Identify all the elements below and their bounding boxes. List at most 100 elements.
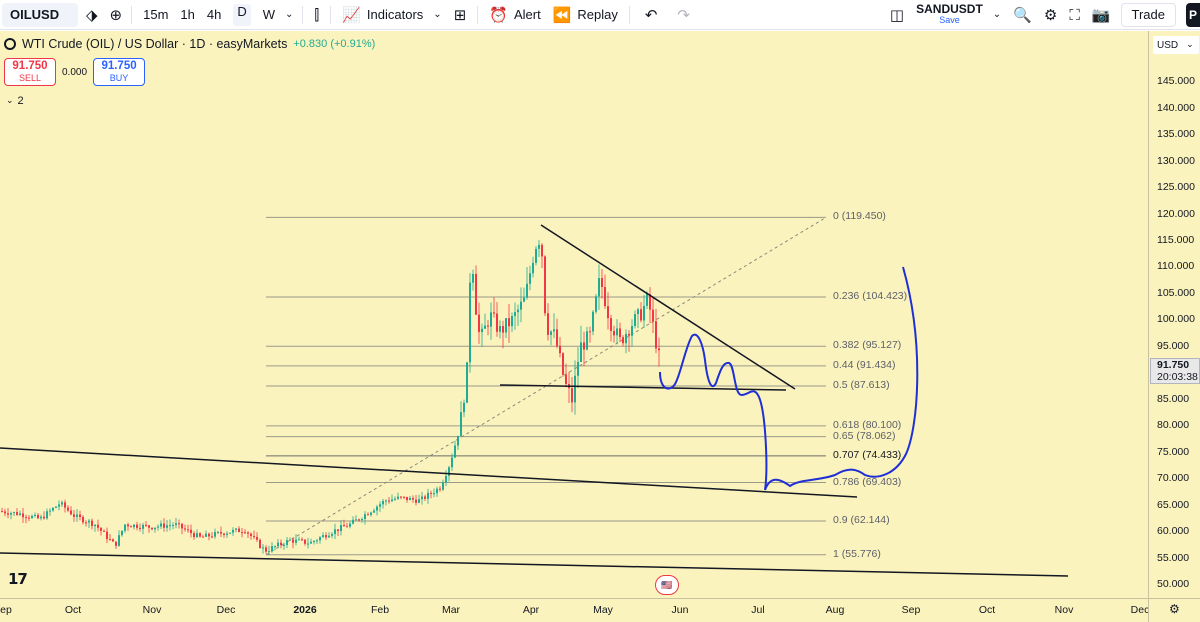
redo-icon: ↷ [677, 5, 690, 24]
price-tick-label: 135.000 [1157, 128, 1195, 141]
indicators-label: Indicators [366, 7, 424, 22]
time-tick-label: 2026 [293, 604, 317, 616]
spread-value: 0.000 [62, 66, 88, 78]
time-tick-label: Jul [751, 604, 765, 616]
timeframe-4h[interactable]: 4h [201, 0, 227, 30]
buy-label: BUY [109, 73, 129, 83]
time-tick-label: Aug [825, 604, 845, 616]
chart-pane[interactable]: 0 (119.450) 0.236 (104.423) 0.382 (95.127)… [0, 31, 1148, 598]
sell-button[interactable]: 91.750 SELL [4, 58, 56, 86]
redo-button[interactable]: ↷ [667, 0, 700, 30]
toolbar-divider [131, 5, 133, 24]
tradingview-logo[interactable]: 17 [8, 570, 28, 588]
chevron-down-icon: ⌄ [285, 9, 294, 20]
toolbar-divider [302, 5, 304, 24]
replay-label: Replay [577, 7, 618, 22]
publish-button[interactable]: P [1186, 2, 1200, 27]
replay-button[interactable]: ⏪ Replay [547, 0, 624, 30]
fullscreen-icon: ⛶ [1069, 5, 1080, 24]
axis-settings-button[interactable]: ⚙ [1148, 598, 1200, 622]
chevron-down-icon: ⌄ [6, 96, 14, 106]
timeframe-d[interactable]: D [227, 0, 256, 30]
symbol-search[interactable]: OILUSD [2, 2, 78, 27]
add-symbol-button[interactable]: ⊕ [106, 0, 127, 30]
time-tick-label: Apr [522, 604, 540, 616]
undo-icon: ↶ [644, 5, 658, 24]
time-tick-label: Feb [370, 604, 390, 616]
layouts-button[interactable]: ⊞ [448, 0, 473, 30]
time-tick-label: Nov [142, 604, 162, 616]
chart-type-button[interactable]: ⫿ [308, 0, 325, 30]
save-label: Save [939, 14, 960, 25]
compare-button[interactable]: ⬗ [78, 0, 106, 30]
trendline-horizontal-support [499, 384, 787, 391]
timeframe-label: 4h [206, 7, 222, 22]
timeframe-w[interactable]: W [257, 0, 281, 30]
grid-icon: ⊞ [453, 5, 467, 24]
layout-icon: ◫ [889, 5, 905, 24]
timeframe-dropdown[interactable]: ⌄ [281, 0, 297, 30]
candles [1, 240, 660, 556]
bar-countdown: 20:03:38 [1157, 371, 1198, 383]
symbol-name: OILUSD [10, 7, 60, 22]
chevron-down-icon: ⌄ [1186, 40, 1194, 50]
current-price-value: 91.750 [1157, 359, 1190, 371]
price-tick-label: 105.000 [1157, 286, 1195, 299]
alert-button[interactable]: ⏰ Alert [483, 0, 546, 30]
fib-level-label: 0.382 (95.127) [833, 339, 902, 352]
fullscreen-button[interactable]: ⛶ [1063, 0, 1086, 30]
time-tick-label: May [593, 604, 613, 616]
fib-level-label: 0.5 (87.613) [833, 379, 890, 392]
fib-level-label: 0.618 (80.100) [833, 418, 902, 431]
trade-label: Trade [1131, 7, 1165, 22]
fib-level-label: 0.236 (104.423) [833, 290, 908, 302]
trade-button[interactable]: Trade [1120, 2, 1176, 27]
fib-level-label: 0.707 (74.433) [833, 448, 902, 461]
legend-title: WTI Crude (OIL) / US Dollar · 1D · easyM… [22, 37, 288, 51]
toolbar-divider [330, 5, 332, 24]
time-tick-label: Oct [978, 604, 996, 616]
layout-name-button[interactable]: SANDUSDT Save ⌄ [910, 0, 1007, 30]
settings-button[interactable]: ⚙ [1038, 0, 1063, 30]
search-icon: 🔍 [1013, 5, 1032, 24]
price-tick-label: 70.000 [1157, 472, 1190, 485]
buy-button[interactable]: 91.750 BUY [93, 58, 146, 86]
indicators-collapse-button[interactable]: ⌄ 2 [6, 93, 30, 109]
camera-icon: 📷 [1091, 5, 1111, 24]
alert-label: Alert [513, 7, 541, 22]
snapshot-button[interactable]: 📷 [1086, 0, 1117, 30]
time-tick-label: Sep [901, 604, 921, 616]
diamond-arrow-icon: ⬗ [86, 5, 98, 24]
quick-search-button[interactable]: 🔍 [1007, 0, 1038, 30]
time-axis[interactable]: ep Oct Nov Dec 2026 Feb Mar Apr May Jun Jul Aug Sep O… [0, 598, 1149, 622]
price-chart[interactable] [0, 31, 1148, 598]
price-tick-label: 100.000 [1157, 313, 1195, 326]
price-tick-label: 125.000 [1157, 181, 1195, 193]
price-tick-label: 115.000 [1157, 233, 1195, 246]
indicators-button[interactable]: 📈 Indicators ⌄ [336, 0, 447, 30]
layout-name-label: SANDUSDT [916, 1, 983, 16]
time-tick-label: Mar [441, 604, 461, 616]
currency-select[interactable]: USD ⌄ [1153, 36, 1199, 54]
legend-change: +0.830 (+0.91%) [293, 38, 376, 50]
sell-label: SELL [18, 73, 42, 83]
timeframe-1h[interactable]: 1h [174, 0, 200, 30]
timeframe-label: W [262, 7, 276, 22]
price-axis[interactable]: 145.000 140.000 135.000 130.000 125.000 120.0… [1148, 31, 1200, 598]
trendline-descending-resistance [540, 224, 796, 390]
gear-icon: ⚙ [1169, 602, 1180, 616]
buy-sell-panel: 91.750 SELL 0.000 91.750 BUY [4, 58, 146, 86]
symbol-logo-icon [4, 38, 16, 50]
candles-icon: ⫿ [314, 5, 320, 24]
layout-button[interactable]: ◫ [884, 0, 910, 30]
layout-name: SANDUSDT Save [916, 1, 983, 26]
currency-label: USD [1157, 39, 1179, 51]
timeframe-15m[interactable]: 15m [137, 0, 174, 30]
economic-event-flag-icon[interactable]: 🇺🇸 [655, 575, 679, 595]
price-tick-label: 75.000 [1157, 445, 1190, 458]
timeframe-label-active: D [233, 3, 251, 26]
price-tick-label: 55.000 [1157, 551, 1190, 564]
chart-legend[interactable]: WTI Crude (OIL) / US Dollar · 1D · easyM… [4, 37, 375, 51]
drawings[interactable] [0, 224, 1069, 577]
undo-button[interactable]: ↶ [635, 0, 668, 30]
